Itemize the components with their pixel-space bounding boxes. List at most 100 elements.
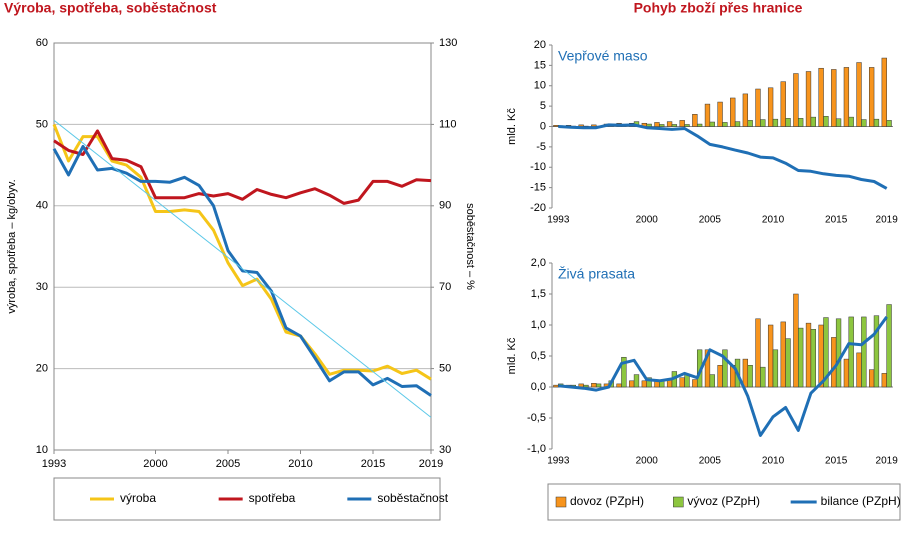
bar [886,304,892,388]
bar [734,121,741,127]
bar [671,124,678,127]
y-tick-label: 50 [36,118,48,130]
bar [679,120,685,127]
y-tick-label: 40 [36,200,48,212]
bar [722,122,728,127]
bar [785,118,791,127]
y2-tick-label: 130 [439,37,457,49]
y-tick-label: 1,0 [531,319,546,331]
x-tick-label: 2000 [636,456,659,467]
bar [742,358,749,388]
x-tick-label: 2019 [876,215,899,226]
y2-axis-label: soběstačnost – % [464,203,476,290]
y-tick-label: 5 [540,100,546,112]
bar [755,88,761,127]
y2-tick-label: 50 [439,363,451,375]
bar [805,322,812,388]
bar [818,324,824,388]
bar [772,118,779,127]
panel-title: Vepřové maso [558,48,648,64]
bar [633,374,640,388]
legend-box [547,483,901,521]
bar [823,116,829,127]
bar [760,119,766,127]
legend-label: soběstačnost [377,491,448,505]
bar [755,318,761,388]
y-tick-label: 10 [534,80,546,92]
bar [722,349,728,388]
x-tick-label: 1993 [547,215,570,226]
bar [848,116,854,127]
bar [810,329,816,388]
y-tick-label: 20 [36,363,48,375]
line-series [52,123,432,381]
bar [848,316,854,388]
y-tick-label: -0,5 [527,412,546,424]
bar [767,324,774,388]
x-tick-label: 2005 [699,215,722,226]
section-title: Pohyb zboží přes hranice [634,0,803,16]
x-tick-label: 2015 [361,458,385,470]
bar [747,120,753,127]
x-tick-label: 2010 [288,458,312,470]
bar [730,97,736,127]
bar [684,124,690,127]
bar [553,125,559,127]
y-tick-label: -20 [530,202,546,214]
bar [553,384,559,388]
legend-label: bilance (PZpH) [821,494,901,508]
bar [793,293,799,388]
bar [629,380,635,388]
y-tick-label: 30 [36,281,48,293]
y-tick-label: 0,0 [531,381,546,393]
bar [873,118,880,127]
bar [591,383,597,388]
x-tick-label: 2019 [876,456,899,467]
y-tick-label: 60 [36,37,48,49]
line-series [558,316,888,437]
plot-frame [53,42,432,451]
bar [717,365,723,388]
bar [785,338,791,388]
line-series [558,123,888,190]
bar [856,352,862,388]
line-series [52,144,432,397]
bar [835,318,842,388]
legend-label: výroba [120,491,156,505]
bar [709,374,715,388]
legend-label: dovoz (PZpH) [570,494,644,508]
bar [818,67,824,127]
x-tick-label: 2015 [825,215,848,226]
bar [843,67,850,127]
y-tick-label: 1,5 [531,288,546,300]
y-tick-label: 15 [534,59,546,71]
legend-swatch [555,496,567,508]
y-axis-label: mld. Kč [506,337,518,374]
bar [595,383,602,388]
panel-title: Živá prasata [558,266,635,282]
bar [717,101,723,127]
bar [692,379,698,388]
y-tick-label: 0,5 [531,350,546,362]
legend-label: spotřeba [249,491,296,505]
chart-title: Výroba, spotřeba, soběstačnost [4,0,217,16]
y2-tick-label: 90 [439,200,451,212]
bar [805,71,812,127]
bar [696,123,703,127]
bar [798,327,804,388]
y-tick-label: 2,0 [531,257,546,269]
bar [869,67,875,127]
bar [747,365,753,388]
bar [810,116,816,127]
bar [616,383,622,388]
x-tick-label: 2010 [762,215,785,226]
bar [659,124,665,127]
bar [704,349,711,388]
bar [692,114,698,127]
y-tick-label: -1,0 [527,443,546,455]
bar [654,122,660,127]
bar [704,103,711,127]
bar [886,120,892,127]
bar [798,118,804,127]
